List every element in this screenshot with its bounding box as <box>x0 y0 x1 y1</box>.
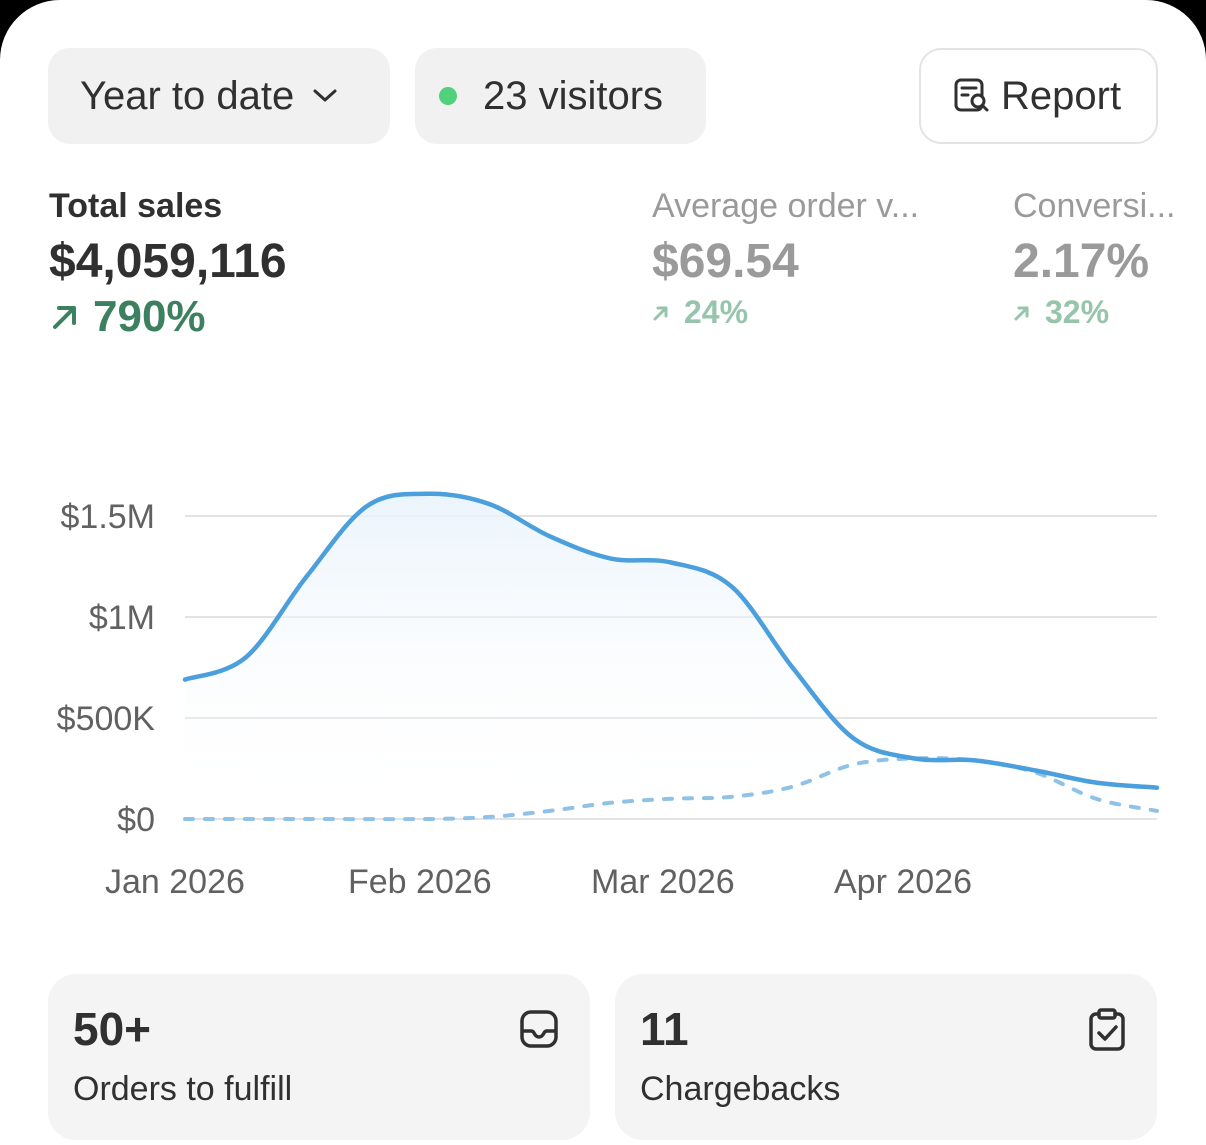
metric-label: Total sales <box>49 187 223 225</box>
chargebacks-caption: Chargebacks <box>640 1070 841 1108</box>
sales-chart[interactable]: $0 $500K $1M $1.5M Jan 2026 Feb 2026 Mar 2026 A… <box>0 440 1206 920</box>
clipboard-check-icon <box>1087 1008 1127 1057</box>
metric-value: $4,059,116 <box>49 235 287 288</box>
inbox-tray-icon <box>518 1008 560 1055</box>
metric-conversion-rate[interactable]: Conversi... 2.17% 32% <box>1013 186 1203 331</box>
orders-count: 50+ <box>73 1003 152 1055</box>
y-tick-label: $0 <box>117 801 155 839</box>
metric-change: 32% <box>1013 294 1203 331</box>
report-label: Report <box>1001 73 1122 118</box>
live-visitors-button[interactable]: 23 visitors <box>415 48 706 144</box>
x-tick-label: Feb 2026 <box>348 863 492 901</box>
metric-total-sales[interactable]: Total sales $4,059,116 790% <box>49 186 287 342</box>
metric-change-value: 32% <box>1045 294 1110 330</box>
live-status-dot-icon <box>439 87 457 105</box>
metric-average-order-value[interactable]: Average order v... $69.54 24% <box>652 186 962 331</box>
date-range-dropdown[interactable]: Year to date <box>48 48 390 144</box>
arrow-up-right-icon <box>653 306 668 320</box>
chargebacks-card[interactable]: 11 Chargebacks <box>615 974 1157 1140</box>
arrow-up-right-icon <box>53 306 76 329</box>
orders-to-fulfill-card[interactable]: 50+ Orders to fulfill <box>48 974 590 1140</box>
y-tick-label: $1M <box>89 599 155 637</box>
series-area <box>185 493 1157 819</box>
metric-change-value: 24% <box>684 294 749 330</box>
comparison-series-line <box>183 756 1159 822</box>
arrow-up-right-icon <box>1014 306 1029 320</box>
visitors-label: 23 visitors <box>483 73 664 118</box>
metric-value: 2.17% <box>1013 235 1150 288</box>
chevron-down-icon <box>312 88 338 104</box>
x-tick-label: Mar 2026 <box>591 863 735 901</box>
chargebacks-count: 11 <box>640 1003 689 1055</box>
report-button[interactable]: Report <box>919 48 1158 144</box>
y-tick-label: $500K <box>57 700 156 738</box>
x-tick-label: Apr 2026 <box>834 863 972 901</box>
report-search-icon <box>953 77 991 115</box>
y-tick-label: $1.5M <box>61 498 156 536</box>
metric-change: 24% <box>652 294 962 331</box>
metric-label: Conversi... <box>1013 187 1176 225</box>
sales-series-line <box>182 491 1160 790</box>
orders-caption: Orders to fulfill <box>73 1070 293 1108</box>
date-range-label: Year to date <box>80 73 295 118</box>
metric-value: $69.54 <box>652 235 799 288</box>
x-tick-label: Jan 2026 <box>105 863 245 901</box>
metric-change: 790% <box>49 292 287 342</box>
metric-label: Average order v... <box>652 187 920 225</box>
metric-change-value: 790% <box>93 292 206 341</box>
